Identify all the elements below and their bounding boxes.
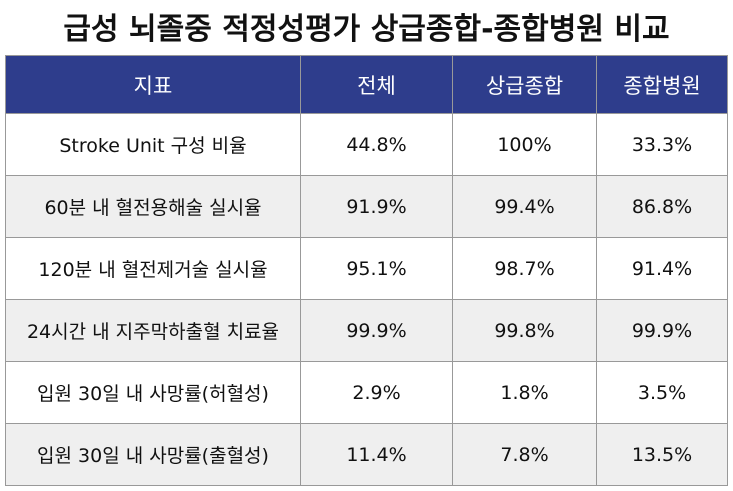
table-row: 입원 30일 내 사망률(허혈성) 2.9% 1.8% 3.5%	[5, 361, 728, 424]
value-cell: 11.4%	[300, 423, 453, 486]
indicator-cell: 입원 30일 내 사망률(출혈성)	[5, 423, 301, 486]
value-cell: 2.9%	[300, 361, 453, 424]
value-cell: 99.4%	[452, 175, 597, 238]
title: 급성 뇌졸중 적정성평가 상급종합-종합병원 비교	[63, 12, 670, 47]
value-cell: 91.9%	[300, 175, 453, 238]
table-row: 입원 30일 내 사망률(출혈성) 11.4% 7.8% 13.5%	[5, 423, 728, 486]
table-row: Stroke Unit 구성 비율 44.8% 100% 33.3%	[5, 113, 728, 176]
value-cell: 86.8%	[596, 175, 728, 238]
header-cell: 종합병원	[596, 55, 728, 114]
indicator-cell: 입원 30일 내 사망률(허혈성)	[5, 361, 301, 424]
value-cell: 13.5%	[596, 423, 728, 486]
indicator-cell: 60분 내 혈전용해술 실시율	[5, 175, 301, 238]
value-cell: 91.4%	[596, 237, 728, 300]
indicator-cell: Stroke Unit 구성 비율	[5, 113, 301, 176]
value-cell: 7.8%	[452, 423, 597, 486]
header-cell: 상급종합	[452, 55, 597, 114]
header-row: 지표 전체 상급종합 종합병원	[5, 55, 728, 114]
table-row: 24시간 내 지주막하출혈 치료율 99.9% 99.8% 99.9%	[5, 299, 728, 362]
value-cell: 99.8%	[452, 299, 597, 362]
value-cell: 33.3%	[596, 113, 728, 176]
value-cell: 44.8%	[300, 113, 453, 176]
header-cell: 전체	[300, 55, 453, 114]
value-cell: 99.9%	[596, 299, 728, 362]
value-cell: 98.7%	[452, 237, 597, 300]
value-cell: 100%	[452, 113, 597, 176]
indicator-cell: 120분 내 혈전제거술 실시율	[5, 237, 301, 300]
table-row: 120분 내 혈전제거술 실시율 95.1% 98.7% 91.4%	[5, 237, 728, 300]
comparison-table: 지표 전체 상급종합 종합병원 Stroke Unit 구성 비율 44.8% 100% 3…	[5, 55, 728, 486]
value-cell: 95.1%	[300, 237, 453, 300]
indicator-cell: 24시간 내 지주막하출혈 치료율	[5, 299, 301, 362]
header-cell: 지표	[5, 55, 301, 114]
value-cell: 3.5%	[596, 361, 728, 424]
value-cell: 1.8%	[452, 361, 597, 424]
value-cell: 99.9%	[300, 299, 453, 362]
table-row: 60분 내 혈전용해술 실시율 91.9% 99.4% 86.8%	[5, 175, 728, 238]
